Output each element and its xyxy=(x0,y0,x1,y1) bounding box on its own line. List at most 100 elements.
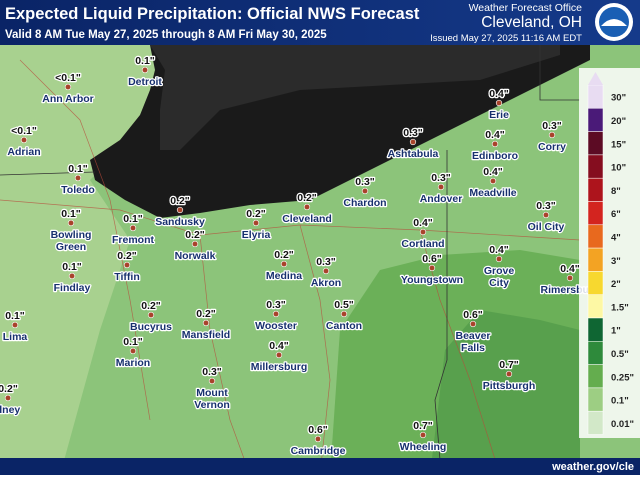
legend-swatch xyxy=(587,410,604,435)
city-value: 0.6" xyxy=(308,424,328,436)
city-name: Mount xyxy=(196,387,228,399)
city-name: Oil City xyxy=(528,221,565,233)
city-name: Fremont xyxy=(112,234,155,246)
footer xyxy=(0,458,640,475)
city-name: Falls xyxy=(461,342,485,354)
office: Weather Forecast Office xyxy=(469,2,583,14)
city-name: Adrian xyxy=(7,146,40,158)
city-dot xyxy=(68,272,76,280)
cities: <0.1" Ann Arbor 0.1" Detroit <0.1" Adrian 0.1"… xyxy=(0,54,601,459)
issued: Issued May 27, 2025 11:16 AM EDT xyxy=(430,33,582,44)
city-value: 0.1" xyxy=(5,310,25,322)
city-value: 0.4" xyxy=(413,217,433,229)
city-value: 0.3" xyxy=(202,366,222,378)
city-value: 0.2" xyxy=(0,383,18,395)
city-name: City xyxy=(489,277,509,289)
city-name: Meadville xyxy=(469,187,516,199)
city-name: Grove xyxy=(484,265,515,277)
legend-label: 15" xyxy=(611,139,626,150)
legend-label: 0.01" xyxy=(611,419,634,430)
city-value: 0.6" xyxy=(422,253,442,265)
city-value: 0.3" xyxy=(431,172,451,184)
city-dot xyxy=(542,211,550,219)
city-name: Marion xyxy=(116,357,150,369)
city-value: 0.2" xyxy=(196,308,216,320)
city-value: 0.2" xyxy=(117,250,137,262)
legend-label: 30" xyxy=(611,93,626,104)
legend-swatch xyxy=(587,108,604,132)
city-dot xyxy=(469,320,477,328)
state-lines xyxy=(0,45,580,461)
nws-logo xyxy=(595,3,633,41)
city-name: Vernon xyxy=(194,399,230,411)
city-dot xyxy=(322,267,330,275)
legend-label: 6" xyxy=(611,209,621,220)
city-name: dney xyxy=(0,404,20,416)
legend-label: 20" xyxy=(611,116,626,127)
city-dot xyxy=(64,83,72,91)
city-name: Cortland xyxy=(401,238,444,250)
city-dot xyxy=(505,370,513,378)
city-value: 0.1" xyxy=(135,55,155,67)
city-value: 0.3" xyxy=(316,256,336,268)
city-value: 0.7" xyxy=(499,359,519,371)
city-dot xyxy=(566,274,574,282)
location: Cleveland, OH xyxy=(481,14,582,31)
city-name: Chardon xyxy=(343,197,386,209)
city-name: Medina xyxy=(266,270,302,282)
city-value: 0.1" xyxy=(123,336,143,348)
legend-swatch xyxy=(587,131,604,156)
city-value: 0.4" xyxy=(269,340,289,352)
city-dot xyxy=(67,219,75,227)
city-value: 0.4" xyxy=(489,88,509,100)
city-value: 0.1" xyxy=(62,261,82,273)
city-name: Bucyrus xyxy=(130,321,172,333)
city-dot xyxy=(548,131,556,139)
city-value: 0.4" xyxy=(485,129,505,141)
city-name: Erie xyxy=(489,109,509,121)
legend-label: 1.5" xyxy=(611,302,629,313)
city-value: 0.3" xyxy=(403,127,423,139)
city-value: 0.2" xyxy=(170,195,190,207)
city-value: 0.3" xyxy=(266,299,286,311)
city-value: 0.6" xyxy=(463,309,483,321)
city-name: Mansfield xyxy=(182,329,230,341)
city-value: <0.1" xyxy=(55,72,81,84)
city-name: Andover xyxy=(420,193,463,205)
city-value: 0.2" xyxy=(246,208,266,220)
city-value: 0.2" xyxy=(274,249,294,261)
header xyxy=(0,0,640,45)
city-dot xyxy=(191,240,199,248)
city-name: Canton xyxy=(326,320,362,332)
dark-zone xyxy=(430,310,580,475)
legend-swatch xyxy=(587,224,604,249)
city-name: Detroit xyxy=(128,76,162,88)
footer-url: weather.gov/cle xyxy=(551,461,634,473)
city-name: Sandusky xyxy=(155,216,205,228)
city-name: Wooster xyxy=(255,320,297,332)
legend-label: 2" xyxy=(611,279,621,290)
city-dot xyxy=(147,311,155,319)
city-dot xyxy=(275,351,283,359)
legend-swatch xyxy=(587,364,604,389)
legend-swatch xyxy=(587,201,604,226)
legend-swatch xyxy=(587,154,604,179)
city-value: 0.4" xyxy=(489,244,509,256)
legend-label: 8" xyxy=(611,186,621,197)
legend-label: 4" xyxy=(611,232,621,243)
city-name: Youngstown xyxy=(401,274,463,286)
city-dot xyxy=(4,394,12,402)
city-name: Ann Arbor xyxy=(42,93,94,105)
city-name: Tiffin xyxy=(114,271,139,283)
city-name: Wheeling xyxy=(400,441,447,453)
city-name: Lima xyxy=(3,331,28,343)
city-dot xyxy=(202,319,210,327)
legend-swatch xyxy=(587,271,604,295)
city-dot xyxy=(303,203,311,211)
city-dot xyxy=(361,187,369,195)
city-value: 0.5" xyxy=(334,299,354,311)
city-name: Norwalk xyxy=(175,250,216,262)
city-dot xyxy=(280,260,288,268)
legend: 30" 20" 15" 10" 8" 6" 4" 3" 2" 1.5" 1" 0.5" 0.25" 0.1… xyxy=(579,68,640,438)
city-value: 0.2" xyxy=(297,192,317,204)
